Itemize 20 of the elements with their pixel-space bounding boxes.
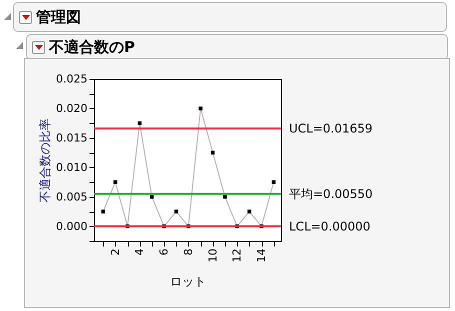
ref-line-label: LCL=0.00000 <box>289 219 370 234</box>
chart-title: 管理図 <box>36 8 81 26</box>
x-axis-title: ロット <box>170 274 206 288</box>
y-tick-label: 0.010 <box>56 160 88 174</box>
x-tick-label: 10 <box>206 248 220 262</box>
x-tick-label: 8 <box>182 248 195 256</box>
chart-subtitle: 不適合数のP <box>49 38 135 56</box>
y-tick-label: 0.020 <box>56 102 88 115</box>
ref-line-label: 平均=0.00550 <box>289 186 373 201</box>
x-tick-label: 4 <box>133 248 146 256</box>
y-tick-label: 0.025 <box>56 72 88 86</box>
x-tick-label: 2 <box>108 248 122 256</box>
x-tick-label: 12 <box>230 248 244 262</box>
y-tick-label: 0.005 <box>56 190 88 204</box>
y-tick-label: 0.015 <box>56 131 88 144</box>
x-tick-label: 6 <box>158 248 171 256</box>
ref-line-label: UCL=0.01659 <box>289 122 373 136</box>
y-tick-label: 0.000 <box>56 220 88 233</box>
y-axis-title: 不適合数の比率 <box>38 118 52 202</box>
x-tick-label: 14 <box>255 248 268 262</box>
